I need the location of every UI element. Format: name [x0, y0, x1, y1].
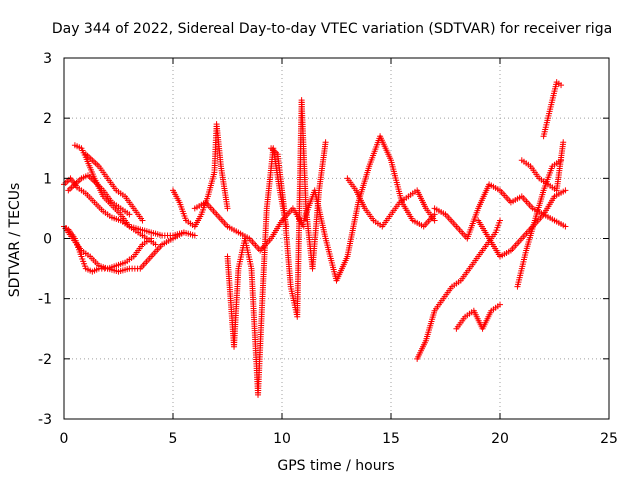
y-tick-label: -3 [38, 412, 52, 428]
data-point [497, 301, 503, 308]
data-point [560, 139, 567, 146]
x-tick-label: 25 [600, 431, 618, 447]
data-points [61, 79, 569, 398]
grid [64, 58, 609, 419]
y-tick-label: -2 [38, 352, 52, 368]
data-point [562, 223, 569, 230]
data-point [224, 205, 231, 212]
y-axis-label: SDTVAR / TECUs [7, 183, 23, 298]
data-point [322, 139, 329, 146]
x-tick-label: 20 [491, 431, 509, 447]
data-point [562, 187, 569, 194]
y-tick-label: 0 [43, 232, 52, 248]
data-point [148, 235, 155, 242]
data-point [191, 232, 198, 239]
chart-title: Day 344 of 2022, Sidereal Day-to-day VTE… [52, 21, 612, 37]
y-tick-label: 2 [43, 111, 52, 127]
y-tick-label: 3 [43, 51, 52, 67]
data-point [558, 82, 565, 89]
data-point [497, 217, 503, 224]
x-tick-label: 0 [60, 431, 69, 447]
x-tick-label: 15 [382, 431, 400, 447]
data-point [180, 229, 187, 236]
data-point [139, 217, 146, 224]
data-point [126, 211, 133, 218]
data-point [152, 241, 159, 248]
data-point [431, 217, 438, 224]
y-tick-label: -1 [38, 292, 52, 308]
x-axis-label: GPS time / hours [277, 458, 394, 474]
x-tick-label: 10 [273, 431, 291, 447]
x-tick-label: 5 [169, 431, 178, 447]
y-tick-label: 1 [43, 171, 52, 187]
